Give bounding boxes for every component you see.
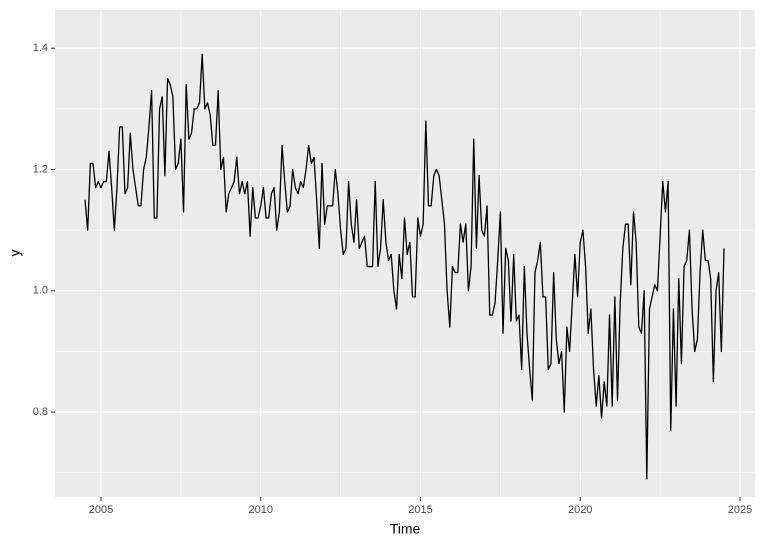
- y-tick-label: 1.2: [33, 163, 48, 175]
- y-tick-label: 0.8: [33, 406, 48, 418]
- x-tick-label: 2025: [728, 504, 752, 516]
- x-tick-label: 2020: [568, 504, 592, 516]
- x-axis-title: Time: [390, 521, 421, 537]
- x-tick-label: 2005: [89, 504, 113, 516]
- x-tick-label: 2015: [408, 504, 432, 516]
- y-axis-title: y: [7, 250, 23, 257]
- x-tick-label: 2010: [249, 504, 273, 516]
- series-line: [84, 53, 725, 480]
- grid: [55, 10, 755, 497]
- axes: 0.8 1.0 1.2 1.4 2005 2010 2015 2020 2025: [33, 42, 753, 516]
- panel-background: [55, 10, 755, 497]
- y-tick-label: 1.4: [33, 42, 48, 54]
- marks: [84, 53, 725, 480]
- y-tick-label: 1.0: [33, 285, 48, 297]
